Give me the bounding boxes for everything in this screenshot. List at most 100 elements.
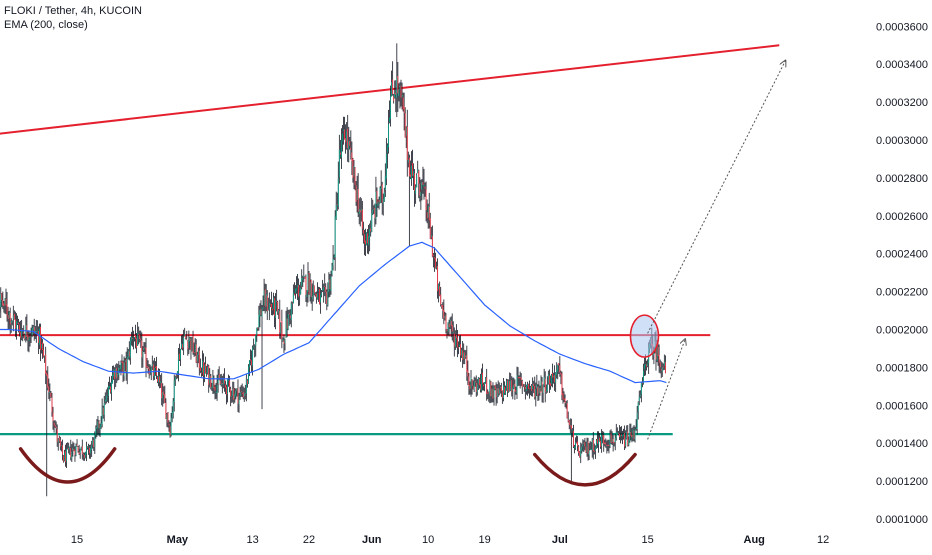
candle-body bbox=[473, 386, 474, 389]
candle-body bbox=[323, 287, 324, 290]
candle-body bbox=[386, 154, 387, 179]
time-tick-label: 15 bbox=[641, 534, 653, 546]
candle-body bbox=[183, 338, 184, 348]
candle-body bbox=[86, 446, 87, 454]
candle-body bbox=[500, 387, 501, 388]
candle-body bbox=[532, 385, 533, 389]
candle-body bbox=[95, 429, 96, 435]
candle-body bbox=[340, 153, 341, 155]
time-tick-label: Jul bbox=[552, 534, 568, 546]
candle-body bbox=[379, 200, 380, 203]
candle-body bbox=[457, 338, 458, 348]
candle-body bbox=[249, 360, 250, 367]
candle-body bbox=[495, 385, 496, 389]
candle-body bbox=[242, 393, 243, 394]
candle-body bbox=[201, 373, 202, 374]
candle-body bbox=[494, 387, 495, 398]
candle-body bbox=[525, 387, 526, 389]
candle-body bbox=[630, 432, 631, 436]
candle-body bbox=[210, 376, 211, 388]
candle-body bbox=[134, 337, 135, 338]
candle-body bbox=[89, 448, 90, 454]
candle-body bbox=[254, 347, 255, 348]
candle-body bbox=[300, 288, 301, 294]
candle-body bbox=[38, 331, 39, 343]
candle-body bbox=[375, 192, 376, 219]
candle-body bbox=[140, 339, 141, 340]
candle-body bbox=[103, 408, 104, 415]
candle-body bbox=[23, 333, 24, 334]
candle-body bbox=[352, 159, 353, 178]
candle-body bbox=[170, 426, 171, 435]
candle-body bbox=[136, 338, 137, 347]
candle-body bbox=[411, 166, 412, 180]
candle-body bbox=[575, 442, 576, 448]
candle-body bbox=[91, 446, 92, 450]
candle-body bbox=[362, 209, 363, 228]
candle-body bbox=[336, 205, 337, 219]
chart-legend: FLOKI / Tether, 4h, KUCOIN EMA (200, clo… bbox=[4, 4, 142, 32]
candle-body bbox=[17, 322, 18, 323]
candle-body bbox=[553, 376, 554, 377]
candle-body bbox=[41, 344, 42, 348]
candle-body bbox=[483, 385, 484, 387]
candle-body bbox=[191, 338, 192, 350]
candle-body bbox=[594, 451, 595, 452]
candle-body bbox=[508, 380, 509, 391]
candle-body bbox=[329, 279, 330, 289]
candle-body bbox=[261, 309, 262, 316]
candle-body bbox=[397, 76, 398, 93]
candle-body bbox=[222, 383, 223, 384]
candle-body bbox=[458, 347, 459, 348]
candle-body bbox=[581, 447, 582, 451]
candle-body bbox=[256, 328, 257, 336]
candle-body bbox=[133, 339, 134, 340]
candle-body bbox=[606, 445, 607, 446]
candle-body bbox=[505, 388, 506, 394]
candle-body bbox=[422, 182, 423, 185]
candle-body bbox=[297, 285, 298, 288]
candle-body bbox=[304, 277, 305, 278]
candle-body bbox=[521, 378, 522, 380]
candle-body bbox=[355, 167, 356, 185]
candle-body bbox=[264, 290, 265, 305]
candle-body bbox=[536, 385, 537, 388]
candle-body bbox=[589, 451, 590, 455]
candle-body bbox=[453, 332, 454, 333]
candle-body bbox=[85, 452, 86, 458]
candle-body bbox=[180, 349, 181, 359]
candle-body bbox=[194, 352, 195, 353]
candle-body bbox=[204, 365, 205, 375]
candle-body bbox=[430, 218, 431, 239]
candle-body bbox=[92, 440, 93, 444]
candle-body bbox=[78, 447, 79, 451]
candle-body bbox=[443, 310, 444, 319]
candle-body bbox=[268, 309, 269, 310]
candle-body bbox=[598, 439, 599, 445]
candle-body bbox=[631, 435, 632, 437]
candle-body bbox=[202, 360, 203, 372]
symbol-title: FLOKI / Tether, 4h, KUCOIN bbox=[4, 4, 142, 18]
candle-body bbox=[265, 289, 266, 306]
candle-body bbox=[63, 455, 64, 461]
candle-body bbox=[139, 335, 140, 339]
candle-body bbox=[392, 80, 393, 95]
candle-body bbox=[394, 94, 395, 98]
candle-body bbox=[560, 373, 561, 375]
candle-body bbox=[537, 386, 538, 395]
candle-body bbox=[454, 334, 455, 347]
candle-body bbox=[503, 386, 504, 398]
candle-body bbox=[87, 447, 88, 448]
candle-body bbox=[70, 448, 71, 457]
candle-body bbox=[561, 374, 562, 395]
price-tick-label: 0.0002400 bbox=[876, 249, 928, 261]
candle-body bbox=[126, 359, 127, 372]
candles-layer bbox=[0, 43, 666, 496]
candle-body bbox=[118, 368, 119, 375]
candle-body bbox=[322, 289, 323, 291]
candle-body bbox=[383, 199, 384, 204]
candle-body bbox=[100, 425, 101, 430]
candle-body bbox=[233, 388, 234, 399]
